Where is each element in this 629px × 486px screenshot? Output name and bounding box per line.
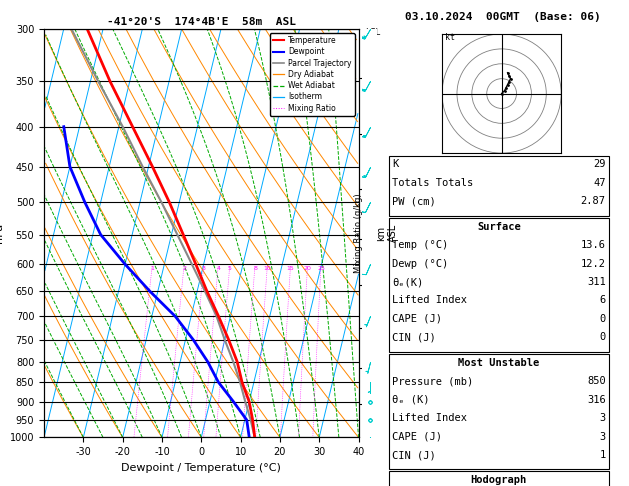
- Text: Pressure (mb): Pressure (mb): [392, 376, 473, 386]
- Text: 1: 1: [599, 450, 606, 460]
- Text: Most Unstable: Most Unstable: [458, 358, 540, 368]
- Text: Lifted Index: Lifted Index: [392, 413, 467, 423]
- Text: K: K: [392, 159, 398, 170]
- Text: Mixing Ratio (g/kg): Mixing Ratio (g/kg): [354, 193, 363, 273]
- Text: Totals Totals: Totals Totals: [392, 178, 473, 188]
- Text: 13.6: 13.6: [581, 240, 606, 250]
- Text: PW (cm): PW (cm): [392, 196, 436, 207]
- Title: -41°20'S  174°4B'E  58m  ASL: -41°20'S 174°4B'E 58m ASL: [107, 17, 296, 27]
- Text: 3: 3: [202, 266, 206, 271]
- Text: 1: 1: [150, 266, 154, 271]
- Y-axis label: hPa: hPa: [0, 223, 4, 243]
- Text: 4: 4: [216, 266, 220, 271]
- Text: CIN (J): CIN (J): [392, 450, 436, 460]
- Text: 29: 29: [593, 159, 606, 170]
- Text: CAPE (J): CAPE (J): [392, 432, 442, 442]
- Text: CIN (J): CIN (J): [392, 332, 436, 343]
- Text: 20: 20: [304, 266, 311, 271]
- Text: 5: 5: [228, 266, 232, 271]
- Text: CAPE (J): CAPE (J): [392, 314, 442, 324]
- X-axis label: Dewpoint / Temperature (°C): Dewpoint / Temperature (°C): [121, 463, 281, 473]
- Text: 10: 10: [264, 266, 271, 271]
- Text: 15: 15: [287, 266, 294, 271]
- Text: 0: 0: [599, 332, 606, 343]
- Text: 3: 3: [599, 413, 606, 423]
- Text: 3: 3: [599, 432, 606, 442]
- Text: 311: 311: [587, 277, 606, 287]
- Text: Temp (°C): Temp (°C): [392, 240, 448, 250]
- Text: θₑ (K): θₑ (K): [392, 395, 430, 405]
- Text: 2.87: 2.87: [581, 196, 606, 207]
- Text: 850: 850: [587, 376, 606, 386]
- Text: Lifted Index: Lifted Index: [392, 295, 467, 306]
- Text: 47: 47: [593, 178, 606, 188]
- Text: kt: kt: [445, 33, 455, 42]
- Legend: Temperature, Dewpoint, Parcel Trajectory, Dry Adiabat, Wet Adiabat, Isotherm, Mi: Temperature, Dewpoint, Parcel Trajectory…: [270, 33, 355, 116]
- Text: 8: 8: [253, 266, 257, 271]
- Text: 2: 2: [182, 266, 186, 271]
- Text: θₑ(K): θₑ(K): [392, 277, 423, 287]
- Text: 25: 25: [317, 266, 325, 271]
- Text: 12.2: 12.2: [581, 259, 606, 269]
- Text: Hodograph: Hodograph: [470, 475, 527, 486]
- Text: 6: 6: [599, 295, 606, 306]
- Text: 316: 316: [587, 395, 606, 405]
- Text: LCL: LCL: [365, 28, 381, 37]
- Text: 03.10.2024  00GMT  (Base: 06): 03.10.2024 00GMT (Base: 06): [405, 12, 601, 22]
- Text: Dewp (°C): Dewp (°C): [392, 259, 448, 269]
- Text: Surface: Surface: [477, 222, 521, 232]
- Text: 0: 0: [599, 314, 606, 324]
- Y-axis label: km
ASL: km ASL: [376, 224, 398, 243]
